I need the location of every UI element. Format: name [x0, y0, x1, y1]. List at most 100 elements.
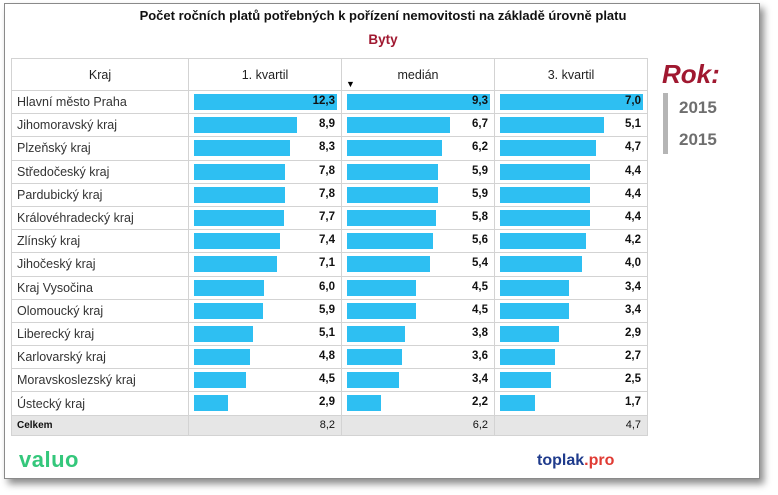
bar-q1 — [194, 140, 291, 157]
bar-q3 — [500, 163, 590, 180]
bar-median — [347, 372, 400, 389]
table-row[interactable]: Královéhradecký kraj 7,7 5,8 4,4 — [11, 205, 648, 231]
bar-cell-median: 5,9 — [341, 182, 495, 207]
data-label-q3: 4,4 — [625, 164, 641, 177]
column-header-median[interactable]: medián ▼ — [341, 58, 495, 91]
data-label-q3: 4,4 — [625, 210, 641, 223]
data-label-q1: 6,0 — [319, 280, 335, 293]
bar-q1 — [194, 372, 247, 389]
total-cell-q1: 8,2 — [188, 414, 342, 436]
bar-cell-median: 4,5 — [341, 275, 495, 300]
bar-q3 — [500, 209, 590, 226]
bar-q1 — [194, 256, 277, 273]
header-row: Kraj 1. kvartil medián ▼ 3. kvartil — [11, 58, 648, 91]
year-option[interactable]: 2015 — [679, 130, 717, 149]
bar-median — [347, 349, 403, 366]
bar-cell-q3: 5,1 — [494, 113, 648, 138]
bar-cell-median: 3,8 — [341, 321, 495, 347]
bar-median — [347, 186, 438, 203]
data-label-q1: 7,1 — [319, 257, 335, 270]
data-label-median: 5,6 — [472, 234, 488, 247]
data-label-median: 5,4 — [472, 257, 488, 270]
bar-q3 — [500, 256, 582, 273]
bar-cell-median: 2,2 — [341, 391, 495, 416]
data-label-q1: 2,9 — [319, 396, 335, 409]
table-row[interactable]: Středočeský kraj 7,8 5,9 4,4 — [11, 159, 648, 184]
bar-cell-q3: 2,5 — [494, 368, 648, 393]
bar-q1 — [194, 186, 285, 203]
table-row[interactable]: Pardubický kraj 7,8 5,9 4,4 — [11, 182, 648, 207]
data-label-q1: 8,3 — [319, 141, 335, 154]
valuo-logo: valuo — [19, 447, 79, 472]
total-row: Celkem 8,2 6,2 4,7 — [11, 414, 648, 436]
data-label-q1: 7,7 — [319, 210, 335, 223]
bar-q3 — [500, 117, 605, 134]
bar-q3 — [500, 186, 590, 203]
bar-cell-q1: 12,3 — [188, 89, 342, 115]
table-row[interactable]: Kraj Vysočina 6,0 4,5 3,4 — [11, 275, 648, 300]
table-row[interactable]: Karlovarský kraj 4,8 3,6 2,7 — [11, 345, 648, 370]
bar-cell-median: 5,8 — [341, 205, 495, 231]
bar-cell-q1: 6,0 — [188, 275, 342, 300]
data-label-q3: 3,4 — [625, 280, 641, 293]
column-header-q1[interactable]: 1. kvartil — [188, 58, 342, 91]
bar-q3 — [500, 140, 596, 157]
data-label-q1: 7,4 — [319, 234, 335, 247]
bar-cell-q3: 3,4 — [494, 298, 648, 323]
table-row[interactable]: Olomoucký kraj 5,9 4,5 3,4 — [11, 298, 648, 323]
table-row[interactable]: Jihomoravský kraj 8,9 6,7 5,1 — [11, 113, 648, 138]
bar-cell-q1: 7,8 — [188, 159, 342, 184]
data-label-median: 9,3 — [472, 95, 488, 107]
bar-cell-q3: 4,4 — [494, 159, 648, 184]
bar-q1 — [194, 209, 284, 226]
toplak-logo: toplak.pro — [537, 452, 614, 470]
data-label-q3: 2,9 — [625, 326, 641, 339]
bar-cell-q1: 7,1 — [188, 252, 342, 277]
table-row[interactable]: Jihočeský kraj 7,1 5,4 4,0 — [11, 252, 648, 277]
data-label-median: 5,9 — [472, 187, 488, 200]
toplak-logo-main: toplak — [537, 452, 585, 469]
table-row[interactable]: Moravskoslezský kraj 4,5 3,4 2,5 — [11, 368, 648, 393]
rok-slider-track[interactable] — [663, 93, 668, 154]
table-row[interactable]: Zlínský kraj 7,4 5,6 4,2 — [11, 229, 648, 254]
data-label-median: 3,8 — [472, 326, 488, 339]
bar-cell-q3: 4,2 — [494, 229, 648, 254]
table-row[interactable]: Plzeňský kraj 8,3 6,2 4,7 — [11, 136, 648, 161]
bar-median — [347, 302, 417, 319]
total-label: Celkem — [11, 414, 189, 436]
total-cell-q3: 4,7 — [494, 414, 648, 436]
year-option[interactable]: 2015 — [679, 98, 717, 117]
table-row[interactable]: Hlavní město Praha 12,3 9,3 7,0 — [11, 89, 648, 115]
rok-label: Rok: — [662, 59, 720, 89]
bar-q1 — [194, 325, 254, 342]
bar-median — [347, 279, 417, 296]
region-name: Zlínský kraj — [11, 229, 189, 254]
bar-q3 — [500, 94, 643, 110]
bar-q3 — [500, 325, 560, 342]
column-header-q3[interactable]: 3. kvartil — [494, 58, 648, 91]
table-body: Hlavní město Praha 12,3 9,3 7,0 Jihomoravský… — [11, 89, 648, 436]
bar-cell-q3: 4,7 — [494, 136, 648, 161]
bar-cell-q1: 4,5 — [188, 368, 342, 393]
bar-median — [347, 256, 431, 273]
column-header-kraj[interactable]: Kraj — [11, 58, 189, 91]
data-label-q3: 5,1 — [625, 118, 641, 131]
bar-q3 — [500, 302, 570, 319]
bar-cell-q3: 2,9 — [494, 321, 648, 347]
table-row[interactable]: Ústecký kraj 2,9 2,2 1,7 — [11, 391, 648, 416]
data-label-median: 3,6 — [472, 350, 488, 363]
bar-cell-q1: 7,8 — [188, 182, 342, 207]
data-label-median: 4,5 — [472, 303, 488, 316]
bar-cell-median: 6,2 — [341, 136, 495, 161]
bar-q1 — [194, 117, 298, 134]
bar-cell-q3: 3,4 — [494, 275, 648, 300]
bar-cell-q1: 4,8 — [188, 345, 342, 370]
region-name: Kraj Vysočina — [11, 275, 189, 300]
bar-cell-median: 6,7 — [341, 113, 495, 138]
chart-title: Počet ročních platů potřebných k pořízen… — [139, 8, 627, 23]
data-label-median: 6,2 — [472, 141, 488, 154]
bar-cell-q1: 8,3 — [188, 136, 342, 161]
table-row[interactable]: Liberecký kraj 5,1 3,8 2,9 — [11, 321, 648, 347]
bar-q3 — [500, 349, 556, 366]
bar-cell-median: 4,5 — [341, 298, 495, 323]
